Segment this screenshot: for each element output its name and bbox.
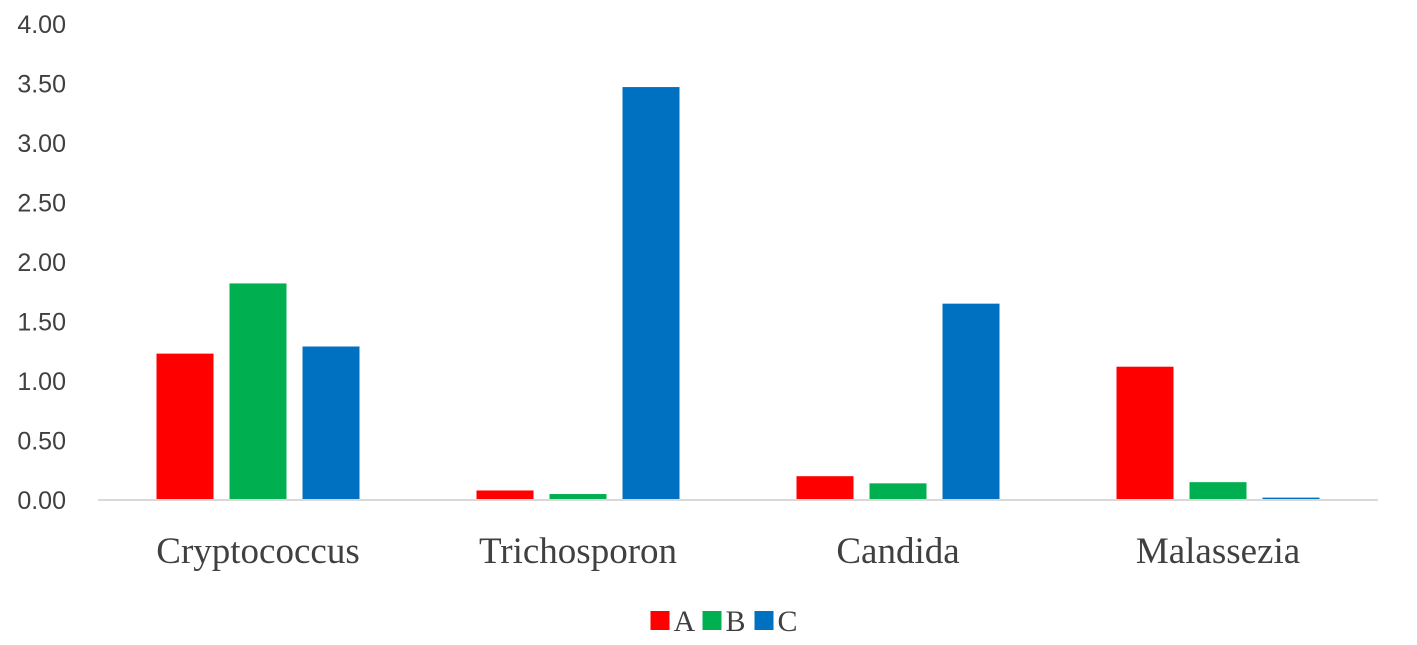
legend-label-A: A [674, 605, 696, 638]
bar-B-malassezia [1189, 482, 1247, 500]
y-axis-ticks: 0.00 0.50 1.00 1.50 2.00 2.50 3.00 3.50 4.00 [17, 11, 66, 515]
y-tick-label: 1.50 [17, 309, 66, 337]
bar-C-candida [942, 303, 1000, 500]
bar-C-trichosporon [622, 87, 680, 500]
bars [156, 87, 1320, 500]
bar-A-cryptococcus [156, 353, 214, 500]
bar-B-candida [869, 483, 927, 500]
x-axis-ticks: Cryptococcus Trichosporon Candida Malassezi… [156, 531, 1300, 572]
y-tick-label: 1.00 [17, 368, 66, 396]
x-tick-label-candida: Candida [836, 531, 959, 572]
bar-A-trichosporon [476, 490, 534, 500]
x-tick-label-malassezia: Malassezia [1136, 531, 1300, 572]
y-tick-label: 3.00 [17, 130, 66, 158]
y-tick-label: 4.00 [17, 11, 66, 39]
bar-C-malassezia [1262, 497, 1320, 500]
legend-swatch-A [650, 611, 670, 630]
y-tick-label: 0.50 [17, 428, 66, 456]
bar-B-trichosporon [549, 494, 607, 500]
legend-swatch-B [702, 611, 722, 630]
x-tick-label-cryptococcus: Cryptococcus [156, 531, 359, 572]
y-tick-label: 0.00 [17, 487, 66, 515]
bar-A-malassezia [1116, 366, 1174, 500]
bar-C-cryptococcus [302, 346, 360, 500]
y-tick-label: 2.00 [17, 249, 66, 277]
legend-label-B: B [726, 605, 746, 638]
y-tick-label: 2.50 [17, 190, 66, 218]
legend-label-C: C [778, 605, 798, 638]
x-tick-label-trichosporon: Trichosporon [479, 531, 677, 572]
bar-B-cryptococcus [229, 283, 287, 500]
legend-swatch-C [754, 611, 774, 630]
bar-A-candida [796, 476, 854, 500]
y-tick-label: 3.50 [17, 71, 66, 99]
